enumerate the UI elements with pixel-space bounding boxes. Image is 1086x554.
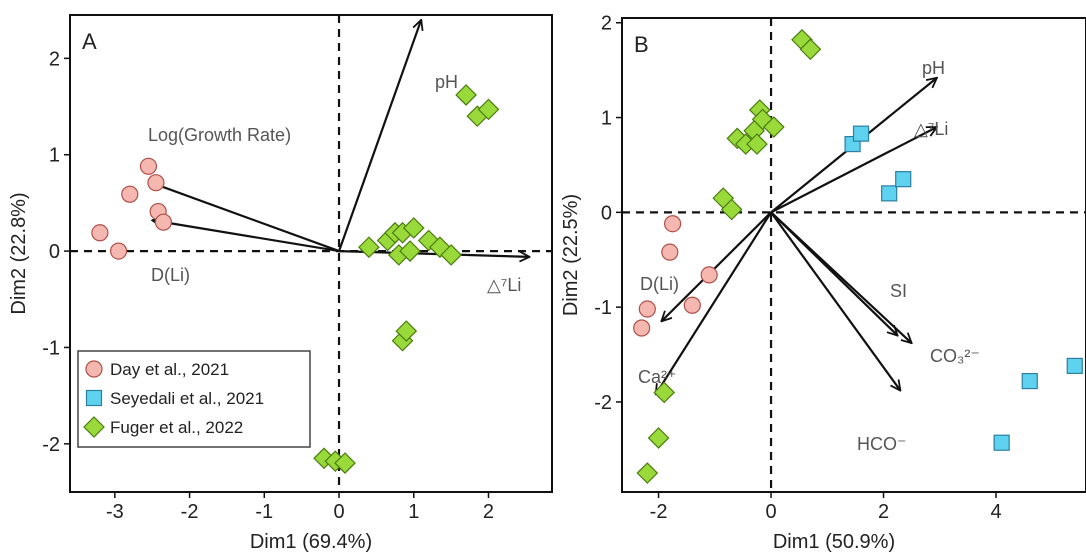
panel-a-ytick-label: 0 <box>49 241 60 263</box>
panel-b-xtick-label: 4 <box>990 501 1001 523</box>
panel-a-day-point <box>147 174 165 192</box>
panel-b-vector-arrow <box>770 211 912 343</box>
panel-a-day-point <box>139 157 158 175</box>
panel-a-xlabel: Dim1 (69.4%) <box>250 531 372 553</box>
panel-a-frame <box>69 14 553 493</box>
panel-a-day-point <box>121 185 139 203</box>
panel-b: -2 0 2 4 -2 -1 0 1 2 Dim1 (50.9%) Dim2 (22.5%) BpH △… <box>560 13 1086 553</box>
panel-a-day-point <box>154 213 173 231</box>
panel-b-ytick-label: -1 <box>594 297 612 319</box>
panel-b-vector-arrow <box>661 211 772 321</box>
panel-a-day-point <box>91 224 109 242</box>
legend-day-marker <box>85 360 103 378</box>
panel-b-vector-arrow <box>770 126 937 214</box>
panel-b-xtick-label: 0 <box>765 501 776 523</box>
panel-b-seyedali-point <box>1021 372 1038 390</box>
panel-b-vector-arrow <box>656 211 772 394</box>
panel-b-vector-label: △⁷Li <box>914 119 948 139</box>
panel-b-vector-label: D(Li) <box>640 274 679 294</box>
panel-b-vector-label: HCO⁻ <box>857 434 907 454</box>
panel-a-vector-label: △⁷Li <box>487 275 521 295</box>
panel-b-vector-arrow <box>770 211 900 390</box>
panel-b-fuger-point <box>653 381 676 404</box>
panel-b-vector-label: CO₃²⁻ <box>930 346 980 366</box>
panel-a-letter: A <box>82 29 97 54</box>
panel-b-seyedali-point <box>881 185 898 202</box>
panel-b-xtick-label: 2 <box>878 501 889 523</box>
panel-a: -3 -2 -1 0 1 2 -2 -1 0 1 2 Dim1 (69.4%) Dim2 (22.8%)… <box>8 14 553 553</box>
panel-a-fuger-point <box>477 98 500 121</box>
panel-a-ytick-label: -1 <box>42 337 60 359</box>
legend-fuger-label: Fuger et al., 2022 <box>110 418 243 437</box>
panel-b-xlabel: Dim1 (50.9%) <box>773 531 895 553</box>
panel-a-fuger-point <box>334 452 356 474</box>
legend-day-label: Day et al., 2021 <box>110 360 229 379</box>
panel-b-fuger-point <box>763 116 785 138</box>
panel-b-vector-label: Ca²⁺ <box>638 367 677 387</box>
panel-a-vector-label: D(Li) <box>151 265 190 285</box>
panel-b-vector-label: pH <box>922 58 945 78</box>
panel-b-ylabel: Dim2 (22.5%) <box>560 194 582 316</box>
panel-b-day-point <box>700 266 718 284</box>
panel-b-ytick-label: 1 <box>601 108 612 130</box>
panel-b-seyedali-point <box>852 125 870 142</box>
panel-b-frame <box>621 17 1086 493</box>
panel-b-fuger-point <box>720 198 743 221</box>
panel-a-ytick-label: 2 <box>49 48 60 70</box>
panel-a-xtick-label: -3 <box>106 501 124 523</box>
panel-b-fuger-point <box>636 462 659 484</box>
panel-b-fuger-point <box>746 133 768 155</box>
panel-a-vector-arrow <box>337 20 421 252</box>
panel-b-day-point <box>638 300 656 318</box>
panel-a-vector-label: Log(Growth Rate) <box>148 125 291 145</box>
panel-b-day-point <box>633 319 651 337</box>
panel-a-xtick-label: 0 <box>333 501 344 523</box>
panel-b-ytick-label: 2 <box>601 13 612 35</box>
panel-a-xtick-label: -1 <box>255 501 273 523</box>
panel-a-ytick-label: 1 <box>49 145 60 167</box>
panel-b-ytick-label: -2 <box>594 392 612 414</box>
panel-b-day-point <box>664 215 682 233</box>
panel-a-xtick-label: 1 <box>408 501 419 523</box>
panel-a-xtick-label: 2 <box>483 501 494 523</box>
panel-a-vector-label: pH <box>435 72 458 92</box>
panel-a-fuger-point <box>399 240 421 262</box>
panel-a-ytick-label: -2 <box>42 434 60 456</box>
legend-seyedali-marker <box>85 389 103 407</box>
panel-a-xtick-label: -2 <box>181 501 199 523</box>
panel-b-fuger-point <box>799 38 822 61</box>
panel-a-ylabel: Dim2 (22.8%) <box>8 192 30 314</box>
panel-b-ytick-label: 0 <box>601 202 612 224</box>
panel-a-day-point <box>109 242 128 260</box>
panel-a-fuger-point <box>395 320 418 342</box>
panel-b-seyedali-point <box>993 434 1010 451</box>
panel-a-vector-arrow <box>152 220 340 253</box>
panel-a-fuger-point <box>402 217 425 239</box>
panel-a-fuger-point <box>440 244 462 266</box>
panel-b-letter: B <box>634 32 649 57</box>
legend: Day et al., 2021 Seyedali et al., 2021 Fug… <box>77 350 311 448</box>
legend-box <box>77 350 311 448</box>
panel-b-xtick-label: -2 <box>650 501 668 523</box>
panel-a-vector-arrow <box>148 182 340 253</box>
panel-a-fuger-point <box>358 236 380 259</box>
legend-seyedali-label: Seyedali et al., 2021 <box>110 389 264 408</box>
panel-b-fuger-point <box>647 427 670 449</box>
legend-fuger-marker <box>83 416 105 438</box>
panel-b-vector-label: SI <box>890 281 907 301</box>
panel-b-seyedali-point <box>895 171 912 188</box>
panel-a-fuger-point <box>455 84 477 106</box>
panel-b-day-point <box>683 296 701 314</box>
panel-b-seyedali-point <box>1066 357 1083 375</box>
panel-b-day-point <box>661 243 679 261</box>
